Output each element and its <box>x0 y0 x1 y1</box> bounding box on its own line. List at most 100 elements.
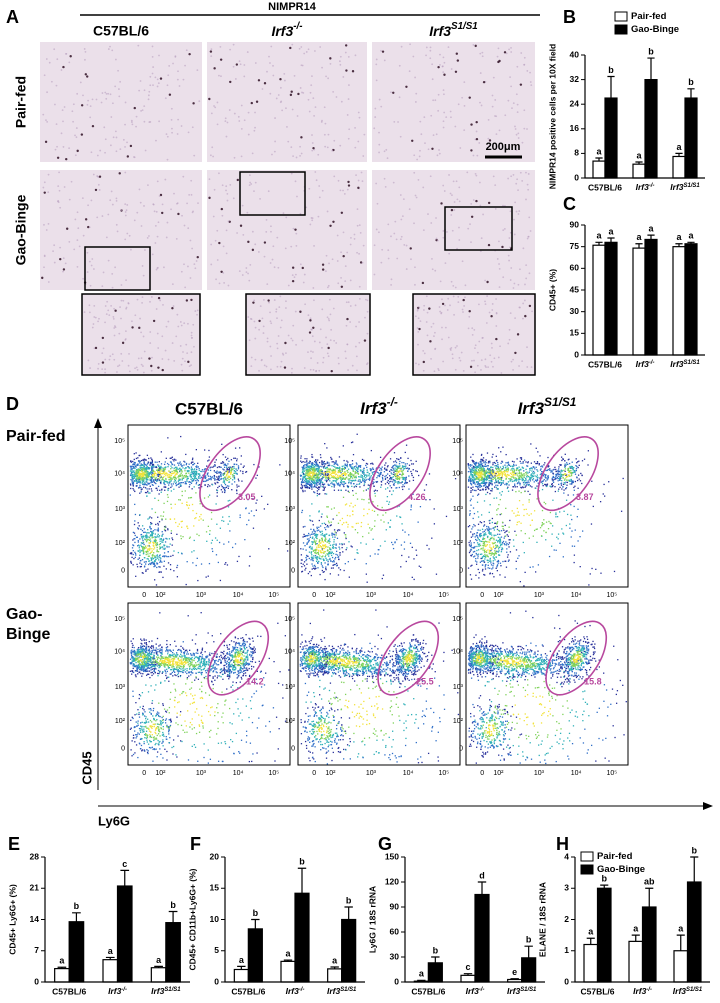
event <box>144 463 146 465</box>
cell <box>354 54 357 57</box>
cell <box>124 171 127 174</box>
event <box>349 474 352 476</box>
cell <box>277 335 280 337</box>
event <box>176 473 178 475</box>
event <box>351 510 354 512</box>
cell <box>53 244 56 247</box>
event <box>312 542 314 544</box>
event <box>233 472 235 474</box>
event <box>492 466 494 469</box>
event <box>311 503 313 505</box>
event <box>323 571 325 573</box>
event <box>145 536 147 538</box>
event <box>309 571 311 573</box>
cell <box>349 279 352 282</box>
event <box>207 475 210 477</box>
cell <box>182 78 185 81</box>
event <box>324 528 327 531</box>
cell <box>43 181 46 184</box>
event <box>340 482 342 484</box>
event <box>327 540 329 543</box>
event <box>396 474 399 476</box>
event <box>142 535 144 538</box>
column-header: C57BL/6 <box>93 23 149 39</box>
cell <box>457 295 460 298</box>
event <box>203 469 206 471</box>
cell <box>530 84 533 87</box>
event <box>321 532 324 535</box>
cell <box>442 230 445 232</box>
event <box>186 503 188 506</box>
event <box>412 463 415 465</box>
event <box>326 466 329 468</box>
event <box>372 471 374 473</box>
event <box>137 470 140 472</box>
cell <box>526 366 529 368</box>
event <box>312 472 314 474</box>
event <box>316 465 318 467</box>
cell <box>518 210 521 212</box>
cell <box>101 336 105 340</box>
cell <box>280 319 283 322</box>
event <box>143 465 145 467</box>
event <box>248 512 250 514</box>
cell <box>311 219 314 222</box>
event <box>412 476 415 479</box>
cell <box>84 51 87 53</box>
event <box>314 472 316 474</box>
event <box>318 540 321 543</box>
event <box>401 471 403 473</box>
event <box>318 474 320 476</box>
event <box>359 482 361 485</box>
event <box>131 552 133 554</box>
event <box>206 479 208 481</box>
event <box>163 468 166 471</box>
event <box>152 536 154 538</box>
event <box>366 581 368 583</box>
cell <box>440 202 443 205</box>
cell <box>376 202 379 205</box>
cell <box>442 236 445 239</box>
cell <box>354 304 357 307</box>
event <box>365 477 367 479</box>
event <box>335 534 337 536</box>
event <box>339 477 341 479</box>
cell <box>228 109 231 111</box>
event <box>205 477 207 479</box>
event <box>190 478 192 480</box>
event <box>395 487 397 489</box>
cell <box>492 76 495 79</box>
event <box>343 468 346 470</box>
zoom-box <box>239 171 306 216</box>
cell <box>346 114 349 116</box>
cell <box>332 220 335 223</box>
event <box>401 554 403 557</box>
event <box>333 463 335 465</box>
cell <box>251 152 254 155</box>
event <box>382 514 384 516</box>
cell <box>208 97 211 101</box>
event <box>342 496 345 498</box>
event <box>354 468 357 470</box>
event <box>179 470 181 472</box>
event <box>318 488 320 491</box>
event <box>224 490 226 492</box>
event <box>154 474 156 476</box>
event <box>156 473 158 475</box>
cell <box>510 360 513 363</box>
cell <box>90 151 93 154</box>
event <box>224 463 226 466</box>
event <box>306 542 308 544</box>
event <box>171 470 173 473</box>
cell <box>101 285 104 288</box>
cell <box>513 218 515 221</box>
event <box>326 524 329 527</box>
cell <box>339 189 342 192</box>
cell <box>328 298 331 301</box>
event <box>182 467 184 469</box>
event <box>142 483 144 485</box>
cell <box>273 299 276 301</box>
event <box>156 566 158 569</box>
event <box>332 552 335 555</box>
event <box>224 471 226 474</box>
